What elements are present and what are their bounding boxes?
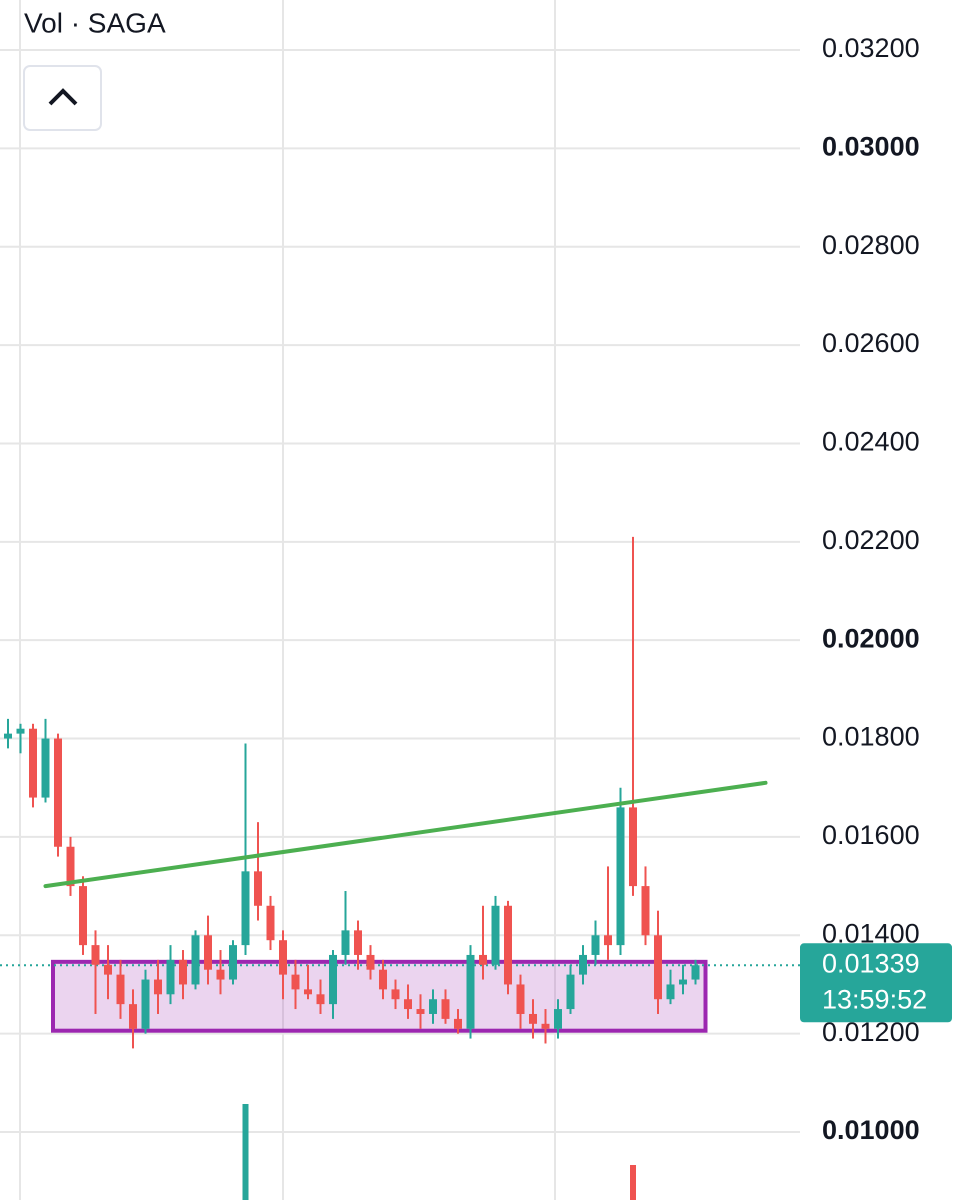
candle-body <box>516 984 525 1014</box>
y-tick-label: 0.03000 <box>822 131 920 161</box>
candle-body <box>416 1009 425 1014</box>
candle-body <box>641 886 650 936</box>
candle-body <box>441 999 450 1019</box>
candle-body <box>254 871 262 906</box>
candle-body <box>141 979 150 1029</box>
candle-body <box>466 954 475 1029</box>
chevron-icon <box>48 88 78 106</box>
candle-body <box>429 999 437 1014</box>
candle-body <box>579 954 587 975</box>
candle-body <box>166 959 175 995</box>
candle-body <box>404 999 412 1010</box>
candle-body <box>491 905 500 965</box>
candle-body <box>216 969 225 980</box>
y-tick-label: 0.02400 <box>822 427 920 457</box>
candle-body <box>279 940 287 975</box>
y-tick-label: 0.03200 <box>822 33 920 63</box>
candle-body <box>354 930 362 955</box>
candle-body <box>504 905 512 985</box>
candle-body <box>329 954 337 1005</box>
y-tick-label: 0.02600 <box>822 328 920 358</box>
candle-body <box>454 1018 462 1029</box>
candle-body <box>591 935 600 955</box>
y-tick-label: 0.01000 <box>822 1115 920 1145</box>
candle-body <box>366 954 375 970</box>
grid <box>0 0 800 1200</box>
price-badge-value: 0.01339 <box>822 948 920 978</box>
candle-body <box>116 974 125 1005</box>
price-badge <box>800 943 952 1023</box>
candle-body <box>604 935 612 946</box>
candle-body <box>129 1004 137 1029</box>
candle-body <box>691 965 700 980</box>
candle-body <box>179 959 187 985</box>
candle-body <box>54 738 62 847</box>
candle-body <box>616 807 625 946</box>
button-frame[interactable] <box>23 65 102 131</box>
candle-body <box>154 979 162 995</box>
candle-body <box>341 930 350 955</box>
candle-body <box>266 905 275 941</box>
candle-body <box>666 984 675 1000</box>
candle-body <box>304 989 312 995</box>
collapse-button[interactable] <box>23 65 102 131</box>
candle-body <box>679 979 687 985</box>
candle-body <box>391 989 400 1000</box>
candle-body <box>316 994 325 1005</box>
candle-body <box>79 886 87 946</box>
candle-body <box>204 935 212 970</box>
candle-body <box>29 728 37 798</box>
candle-body <box>191 935 200 985</box>
countdown: 13:59:52 <box>822 984 927 1014</box>
candle-body <box>41 738 50 798</box>
candle-body <box>379 969 387 990</box>
candle-body <box>629 807 637 887</box>
candle-body <box>541 1023 550 1029</box>
y-tick-label: 0.01600 <box>822 820 920 850</box>
y-tick-label: 0.02200 <box>822 525 920 555</box>
candle-body <box>4 733 12 739</box>
candle-body <box>566 974 575 1010</box>
candle-body <box>229 945 237 980</box>
candle-body <box>554 1009 562 1029</box>
y-tick-label: 0.02800 <box>822 230 920 260</box>
y-tick-label: 0.02000 <box>822 623 920 653</box>
candle-body <box>66 846 75 887</box>
candle-body <box>91 945 100 965</box>
candle-body <box>16 728 25 734</box>
candle-body <box>104 964 112 975</box>
candle-body <box>241 871 250 946</box>
candle-body <box>529 1013 537 1024</box>
trendline <box>43 780 768 889</box>
candle-body <box>479 954 487 965</box>
y-tick-label: 0.01800 <box>822 722 920 752</box>
chart-title: Vol · SAGA <box>24 7 166 38</box>
volume-bar <box>630 1165 636 1200</box>
candle-body <box>654 935 662 1000</box>
volume-bar <box>242 1104 249 1200</box>
candle-body <box>291 974 300 990</box>
